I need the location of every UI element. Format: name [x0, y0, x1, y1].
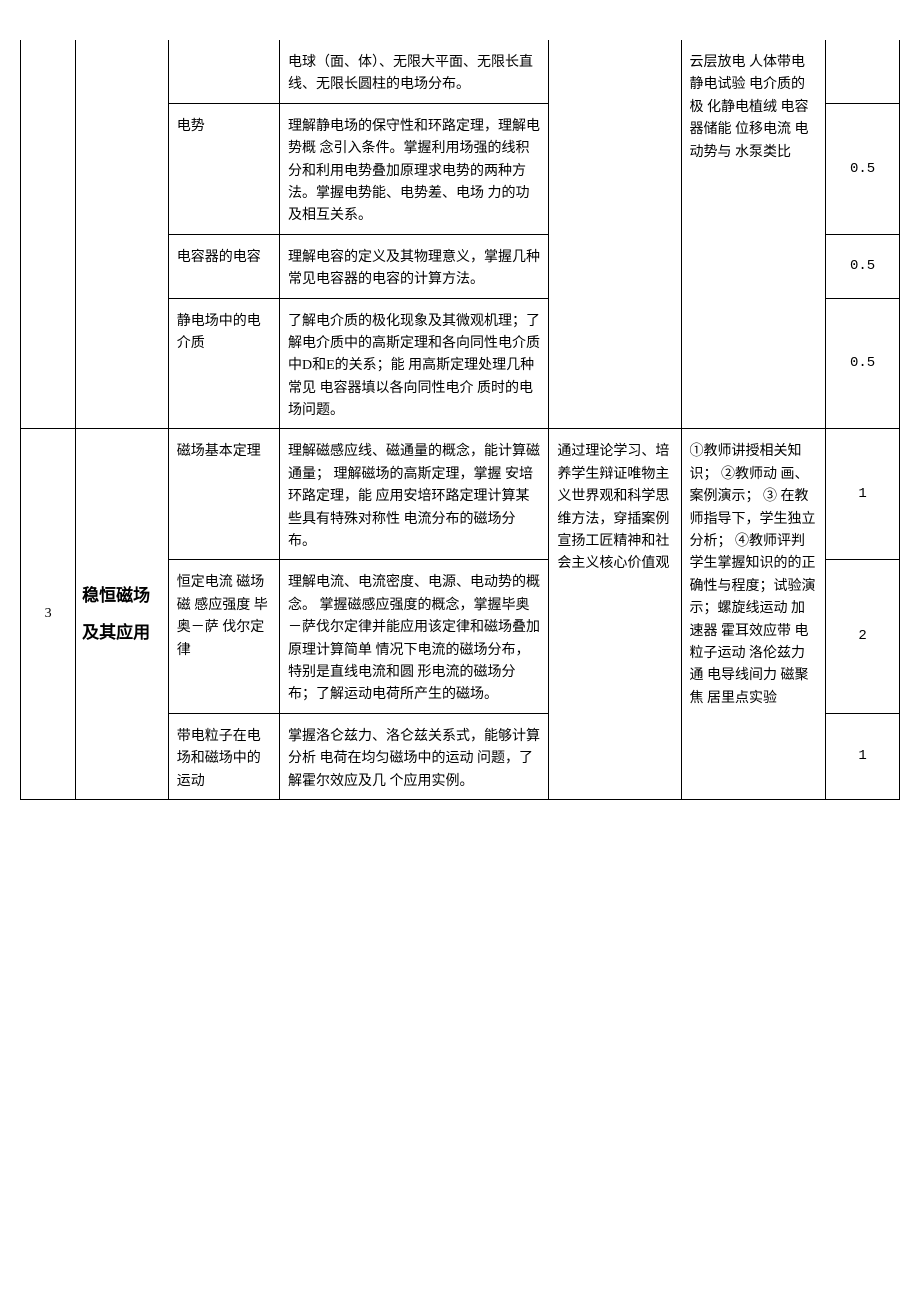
cell-topic: 电容器的电容	[168, 234, 279, 298]
cell-chapter	[76, 103, 169, 234]
cell-number	[21, 103, 76, 234]
cell-chapter	[76, 298, 169, 429]
syllabus-table-page: 电球（面、体）、无限大平面、无限长直线、无限长圆柱的电场分布。 云层放电 人体带…	[20, 40, 900, 800]
cell-topic: 磁场基本定理	[168, 429, 279, 560]
cell-hours: 0.5	[826, 298, 900, 429]
cell-hours: 0.5	[826, 103, 900, 234]
table-row: 3 稳恒磁场及其应用 磁场基本定理 理解磁感应线、磁通量的概念，能计算磁通量； …	[21, 429, 900, 560]
cell-goal	[549, 103, 681, 234]
cell-desc: 理解磁感应线、磁通量的概念，能计算磁通量； 理解磁场的高斯定理，掌握 安培环路定…	[280, 429, 549, 560]
cell-number	[21, 234, 76, 298]
cell-topic: 带电粒子在电场和磁场中的运动	[168, 713, 279, 799]
cell-chapter	[76, 40, 169, 103]
cell-hours: 1	[826, 713, 900, 799]
cell-chapter	[76, 234, 169, 298]
cell-method: 云层放电 人体带电 静电试验 电介质的极 化静电植绒 电容器储能 位移电流 电动…	[681, 40, 826, 429]
cell-goal: 通过理论学习、培养学生辩证唯物主义世界观和科学思维方法，穿插案例宣扬工匠精神和社…	[549, 429, 681, 799]
cell-topic: 电势	[168, 103, 279, 234]
cell-topic	[168, 40, 279, 103]
cell-number: 3	[21, 429, 76, 799]
cell-desc: 了解电介质的极化现象及其微观机理；了解电介质中的高斯定理和各向同性电介质中D和E…	[280, 298, 549, 429]
cell-desc: 掌握洛仑兹力、洛仑兹关系式，能够计算分析 电荷在均匀磁场中的运动 问题，了解霍尔…	[280, 713, 549, 799]
cell-method: ①教师讲授相关知识； ②教师动 画、案例演示； ③ 在教师指导下，学生独立分析；…	[681, 429, 826, 799]
syllabus-table: 电球（面、体）、无限大平面、无限长直线、无限长圆柱的电场分布。 云层放电 人体带…	[20, 40, 900, 800]
cell-topic: 静电场中的电介质	[168, 298, 279, 429]
cell-desc: 理解电容的定义及其物理意义，掌握几种常见电容器的电容的计算方法。	[280, 234, 549, 298]
table-row: 电球（面、体）、无限大平面、无限长直线、无限长圆柱的电场分布。 云层放电 人体带…	[21, 40, 900, 103]
cell-goal	[549, 298, 681, 429]
cell-goal	[549, 234, 681, 298]
cell-number	[21, 40, 76, 103]
cell-goal	[549, 40, 681, 103]
cell-hours: 1	[826, 429, 900, 560]
cell-desc: 理解静电场的保守性和环路定理，理解电势概 念引入条件。掌握利用场强的线积分和利用…	[280, 103, 549, 234]
cell-chapter: 稳恒磁场及其应用	[76, 429, 169, 799]
cell-hours: 0.5	[826, 234, 900, 298]
cell-hours	[826, 40, 900, 103]
cell-number	[21, 298, 76, 429]
cell-desc: 理解电流、电流密度、电源、电动势的概念。 掌握磁感应强度的概念，掌握毕奥－萨伐尔…	[280, 560, 549, 713]
cell-hours: 2	[826, 560, 900, 713]
cell-desc: 电球（面、体）、无限大平面、无限长直线、无限长圆柱的电场分布。	[280, 40, 549, 103]
cell-topic: 恒定电流 磁场磁 感应强度 毕奥－萨 伐尔定律	[168, 560, 279, 713]
